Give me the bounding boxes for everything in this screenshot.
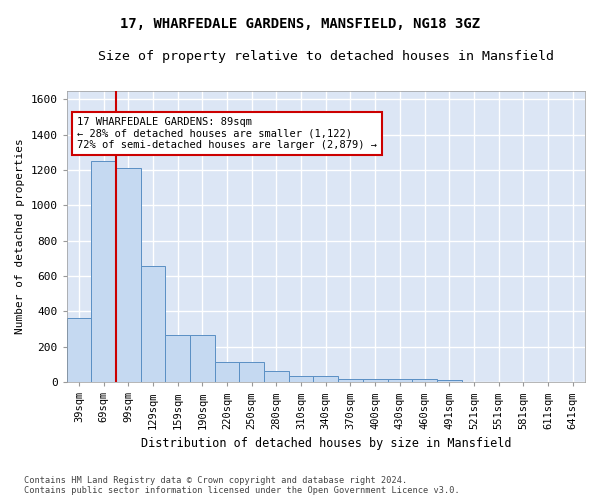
Bar bbox=[388, 380, 412, 382]
Bar bbox=[289, 376, 313, 382]
Text: Contains HM Land Registry data © Crown copyright and database right 2024.
Contai: Contains HM Land Registry data © Crown c… bbox=[24, 476, 460, 495]
Text: 17 WHARFEDALE GARDENS: 89sqm
← 28% of detached houses are smaller (1,122)
72% of: 17 WHARFEDALE GARDENS: 89sqm ← 28% of de… bbox=[77, 117, 377, 150]
Bar bbox=[338, 378, 363, 382]
Text: 17, WHARFEDALE GARDENS, MANSFIELD, NG18 3GZ: 17, WHARFEDALE GARDENS, MANSFIELD, NG18 … bbox=[120, 18, 480, 32]
Bar bbox=[437, 380, 461, 382]
Y-axis label: Number of detached properties: Number of detached properties bbox=[15, 138, 25, 334]
Bar bbox=[264, 370, 289, 382]
Bar bbox=[116, 168, 140, 382]
Bar bbox=[363, 378, 388, 382]
Bar bbox=[140, 266, 166, 382]
Bar bbox=[412, 380, 437, 382]
Bar bbox=[67, 318, 91, 382]
Title: Size of property relative to detached houses in Mansfield: Size of property relative to detached ho… bbox=[98, 50, 554, 63]
Bar bbox=[215, 362, 239, 382]
X-axis label: Distribution of detached houses by size in Mansfield: Distribution of detached houses by size … bbox=[140, 437, 511, 450]
Bar bbox=[239, 362, 264, 382]
Bar bbox=[91, 161, 116, 382]
Bar bbox=[166, 336, 190, 382]
Bar bbox=[190, 336, 215, 382]
Bar bbox=[313, 376, 338, 382]
